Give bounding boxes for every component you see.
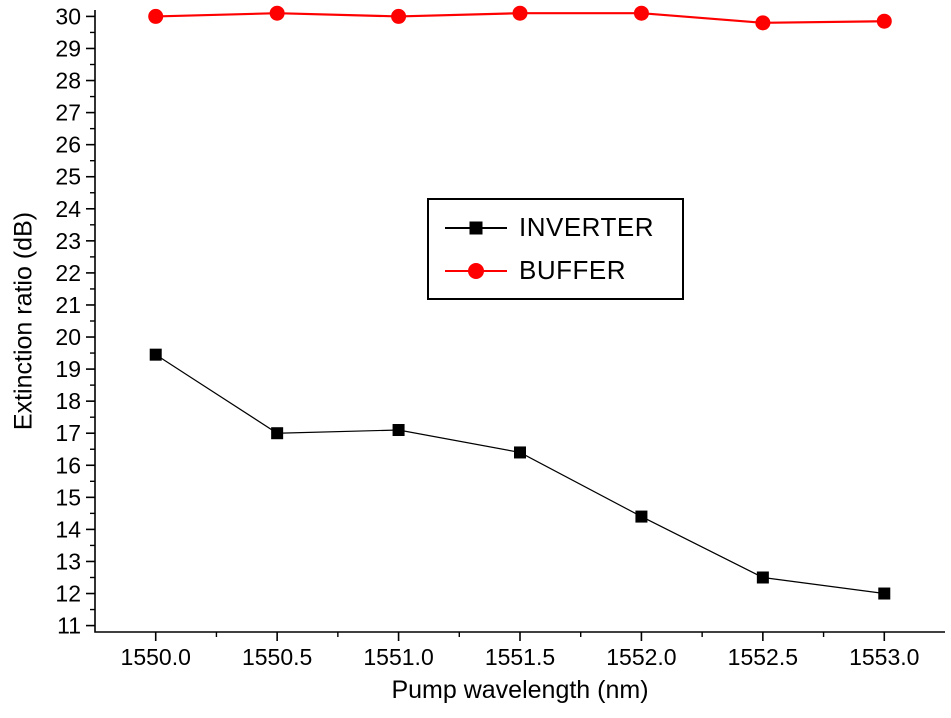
legend-label-inverter: INVERTER: [519, 212, 654, 242]
x-tick-label: 1550.5: [242, 644, 312, 670]
marker-buffer: [391, 8, 407, 24]
y-tick-label: 12: [55, 581, 81, 607]
marker-buffer: [755, 15, 771, 31]
legend: INVERTER BUFFER: [427, 198, 684, 300]
legend-item-inverter: INVERTER: [445, 212, 654, 243]
x-tick-label: 1551.0: [363, 644, 433, 670]
y-tick-label: 30: [55, 3, 81, 29]
buffer-series-marker-icon: [445, 262, 507, 280]
marker-inverter: [635, 510, 648, 523]
inverter-square-marker-icon: [469, 221, 483, 234]
y-tick-label: 18: [55, 388, 81, 414]
marker-buffer: [269, 5, 285, 21]
y-tick-label: 26: [55, 132, 81, 158]
marker-buffer: [148, 8, 164, 24]
marker-inverter: [271, 427, 284, 440]
y-tick-label: 24: [55, 196, 81, 222]
y-tick-label: 22: [55, 260, 81, 286]
marker-inverter: [756, 571, 769, 584]
y-tick-label: 17: [55, 420, 81, 446]
series-line-inverter: [155, 354, 885, 595]
x-tick-label: 1550.0: [121, 644, 191, 670]
y-tick-label: 29: [55, 35, 81, 61]
x-tick-label: 1552.0: [606, 644, 676, 670]
buffer-circle-marker-icon: [468, 262, 484, 279]
marker-inverter: [392, 424, 405, 437]
y-axis-title: Extinction ratio (dB): [9, 211, 38, 431]
axes: [94, 10, 945, 633]
x-axis-title: Pump wavelength (nm): [391, 676, 649, 704]
y-tick-label: 20: [55, 324, 81, 350]
y-tick-label: 25: [55, 164, 81, 190]
y-tick-label: 19: [55, 356, 81, 382]
legend-item-buffer: BUFFER: [445, 255, 654, 286]
marker-inverter: [514, 446, 526, 459]
marker-buffer: [876, 13, 892, 29]
marker-inverter: [878, 587, 891, 600]
x-tick-label: 1552.5: [728, 644, 798, 670]
legend-label-buffer: BUFFER: [519, 255, 626, 285]
x-tick-label: 1553.0: [849, 644, 919, 670]
y-tick-label: 14: [55, 516, 81, 542]
y-tick-label: 11: [57, 613, 81, 639]
y-tick-label: 13: [55, 548, 81, 574]
y-tick-label: 21: [55, 292, 81, 318]
inverter-series-marker-icon: [445, 219, 507, 237]
y-tick-label: 23: [55, 228, 81, 254]
marker-buffer: [633, 5, 649, 21]
y-tick-label: 27: [55, 100, 81, 126]
y-tick-label: 16: [55, 452, 81, 478]
marker-inverter: [149, 348, 162, 361]
y-tick-label: 15: [55, 484, 81, 510]
y-tick-label: 28: [55, 68, 81, 94]
marker-buffer: [512, 5, 528, 21]
x-tick-label: 1551.5: [485, 644, 555, 670]
